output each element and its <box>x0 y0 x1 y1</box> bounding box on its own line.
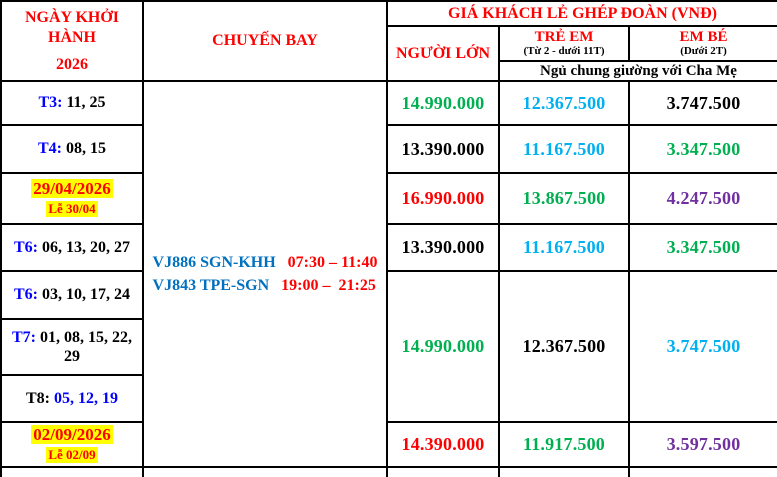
price-infant-holiday-0209: 3.597.500 <box>628 421 777 468</box>
price-child-holiday-0209: 11.917.500 <box>498 421 630 468</box>
cell-date-holiday-3004: 29/04/2026 Lễ 30/04 <box>0 172 144 225</box>
child-age-note: (Từ 2 - dưới 11T) <box>523 45 605 58</box>
shared-bed-note: Ngủ chung giường với Cha Mẹ <box>498 60 777 82</box>
cell-date-t8: T8: 05, 12, 19 <box>0 374 144 423</box>
price-child-merged: 12.367.500 <box>498 270 630 423</box>
cell-date-holiday-0209: 02/09/2026 Lễ 02/09 <box>0 421 144 468</box>
price-child-t3: 12.367.500 <box>498 80 630 126</box>
weekday-label: T3: <box>38 94 63 112</box>
price-adult-t6a: 13.390.000 <box>386 223 500 272</box>
flight1-code: VJ886 SGN-KHH <box>152 253 276 271</box>
date-numbers-line2: 29 <box>64 348 80 365</box>
holiday-date: 02/09/2026 <box>31 424 113 445</box>
flight2-code: VJ843 TPE-SGN <box>152 277 270 294</box>
header-price-group: GIÁ KHÁCH LẺ GHÉP ĐOÀN (VNĐ) <box>386 0 777 27</box>
flight-info: VJ886 SGN-KHH 07:30 – 11:40 VJ843 TPE-SGN… <box>153 251 378 297</box>
price-infant-t4: 3.347.500 <box>628 124 777 174</box>
holiday-date: 29/04/2026 <box>31 178 113 199</box>
infant-label: EM BÉ <box>679 28 728 45</box>
header-flight-column: CHUYẾN BAY <box>142 0 388 82</box>
header-child: TRẺ EM (Từ 2 - dưới 11T) <box>498 25 630 62</box>
date-numbers: 11, 25 <box>62 94 106 112</box>
price-infant-holiday-3004: 4.247.500 <box>628 172 777 225</box>
weekday-label: T6: <box>14 286 38 304</box>
weekday-label: T8: <box>26 389 50 407</box>
date-numbers: 08, 15 <box>62 140 106 158</box>
price-infant-t6a: 3.347.500 <box>628 223 777 272</box>
weekday-label: T6: <box>14 238 38 256</box>
date-numbers: 03, 10, 17, 24 <box>38 286 130 304</box>
price-adult-t4: 13.390.000 <box>386 124 500 174</box>
price-infant-t3: 3.747.500 <box>628 80 777 126</box>
header-adult: NGƯỜI LỚN <box>386 25 500 82</box>
price-adult-merged: 14.990.000 <box>386 270 500 423</box>
flight-line-1: VJ886 SGN-KHH 07:30 – 11:40 <box>153 251 378 274</box>
holiday-name: Lễ 30/04 <box>46 201 98 217</box>
holiday-name: Lễ 02/09 <box>46 447 98 463</box>
cell-date-t3: T3: 11, 25 <box>0 80 144 126</box>
price-adult-holiday-3004: 16.990.000 <box>386 172 500 225</box>
price-child-t4: 11.167.500 <box>498 124 630 174</box>
price-group-label: GIÁ KHÁCH LẺ GHÉP ĐOÀN (VNĐ) <box>448 4 717 22</box>
price-infant-merged: 3.747.500 <box>628 270 777 423</box>
cell-flight-info: VJ886 SGN-KHH 07:30 – 11:40 VJ843 TPE-SGN… <box>142 80 388 468</box>
flight-column-label: CHUYẾN BAY <box>212 32 318 49</box>
cutoff-next-row <box>0 466 777 477</box>
cell-date-t4: T4: 08, 15 <box>0 124 144 174</box>
price-child-holiday-3004: 13.867.500 <box>498 172 630 225</box>
shared-bed-note-text: Ngủ chung giường với Cha Mẹ <box>540 62 737 79</box>
date-numbers: 06, 13, 20, 27 <box>38 238 130 256</box>
adult-label: NGƯỜI LỚN <box>395 44 491 62</box>
infant-age-note: (Dưới 2T) <box>680 45 727 58</box>
header-departure-date: NGÀY KHỞI HÀNH 2026 <box>0 0 144 82</box>
weekday-label: T4: <box>38 140 62 158</box>
cell-date-t6a: T6: 06, 13, 20, 27 <box>0 223 144 272</box>
price-adult-holiday-0209: 14.390.000 <box>386 421 500 468</box>
cell-date-t7: T7: 01, 08, 15, 22, 29 <box>0 318 144 376</box>
child-label: TRẺ EM <box>534 28 594 45</box>
cell-date-t6b: T6: 03, 10, 17, 24 <box>0 270 144 320</box>
date-numbers: 05, 12, 19 <box>50 389 118 407</box>
price-child-t6a: 11.167.500 <box>498 223 630 272</box>
weekday-label: T7: <box>12 328 36 346</box>
flight1-time: 07:30 – 11:40 <box>287 253 378 271</box>
date-numbers: 01, 08, 15, 22, <box>36 328 132 346</box>
price-adult-t3: 14.990.000 <box>386 80 500 126</box>
header-infant: EM BÉ (Dưới 2T) <box>628 25 777 62</box>
flight-line-2: VJ843 TPE-SGN 19:00 – 21:25 <box>153 274 378 297</box>
departure-title: NGÀY KHỞI HÀNH <box>24 8 120 46</box>
flight2-time: 19:00 – 21:25 <box>281 277 376 294</box>
departure-year: 2026 <box>56 55 88 73</box>
